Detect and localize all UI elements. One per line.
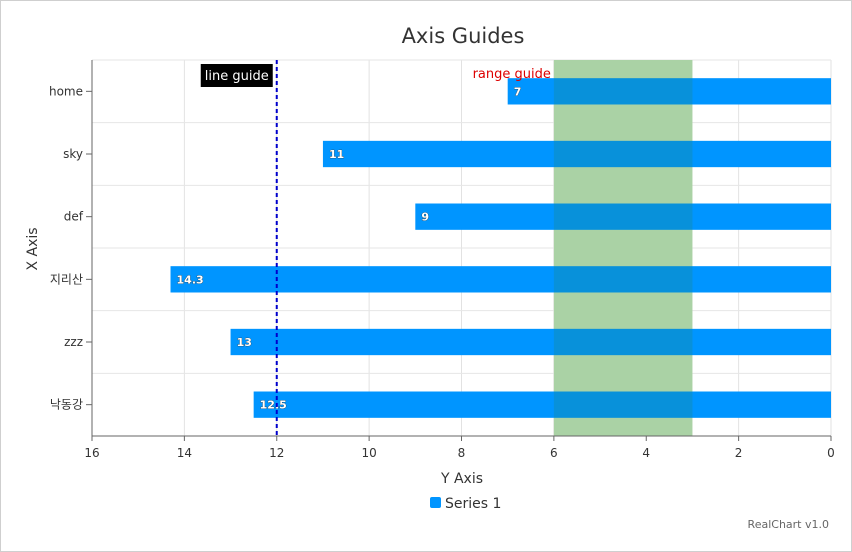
credits: RealChart v1.0 bbox=[747, 518, 829, 531]
value-tick-label: 6 bbox=[550, 446, 558, 460]
category-tick-label: 낙동강 bbox=[50, 398, 83, 412]
bar[interactable] bbox=[170, 266, 832, 293]
data-label: 14.3 bbox=[177, 273, 204, 286]
data-label: 12.5 bbox=[260, 399, 287, 412]
value-tick-label: 8 bbox=[458, 446, 466, 460]
category-tick-label: 지리산 bbox=[50, 272, 83, 286]
value-tick-label: 14 bbox=[177, 446, 192, 460]
value-tick-label: 0 bbox=[827, 446, 835, 460]
range-guide-band bbox=[553, 60, 693, 436]
line-guide-label-box bbox=[200, 64, 273, 87]
value-tick-label: 12 bbox=[269, 446, 284, 460]
data-label: 7 bbox=[514, 85, 522, 98]
bar[interactable] bbox=[230, 328, 831, 356]
category-tick-label: def bbox=[64, 210, 84, 224]
bar[interactable] bbox=[322, 140, 831, 168]
data-label: 11 bbox=[329, 148, 344, 161]
y-axis-title: X Axis bbox=[25, 227, 41, 270]
category-tick-label: home bbox=[49, 84, 83, 98]
range-guide-label: range guide bbox=[473, 67, 551, 82]
plot-area: 7 11 9 14.3 13 12.5 range guide line guide home s… bbox=[49, 59, 835, 460]
legend-marker bbox=[430, 497, 441, 508]
category-tick-label: sky bbox=[63, 147, 83, 161]
line-guide-label: line guide bbox=[205, 69, 269, 84]
range-guide-overlay bbox=[553, 60, 693, 436]
x-axis-title: Y Axis bbox=[440, 471, 483, 487]
legend-item-series-1[interactable]: Series 1 bbox=[445, 496, 501, 512]
bar[interactable] bbox=[253, 391, 831, 418]
chart-title: Axis Guides bbox=[402, 24, 525, 48]
value-tick-label: 10 bbox=[361, 446, 376, 460]
bar[interactable] bbox=[507, 78, 831, 105]
legend[interactable]: Series 1 bbox=[430, 496, 501, 512]
value-tick-label: 4 bbox=[642, 446, 650, 460]
category-tick-label: zzz bbox=[64, 335, 83, 349]
data-label: 9 bbox=[421, 211, 429, 224]
value-tick-label: 16 bbox=[84, 446, 99, 460]
data-label: 13 bbox=[237, 336, 252, 349]
value-tick-label: 2 bbox=[735, 446, 743, 460]
bar[interactable] bbox=[415, 203, 831, 230]
